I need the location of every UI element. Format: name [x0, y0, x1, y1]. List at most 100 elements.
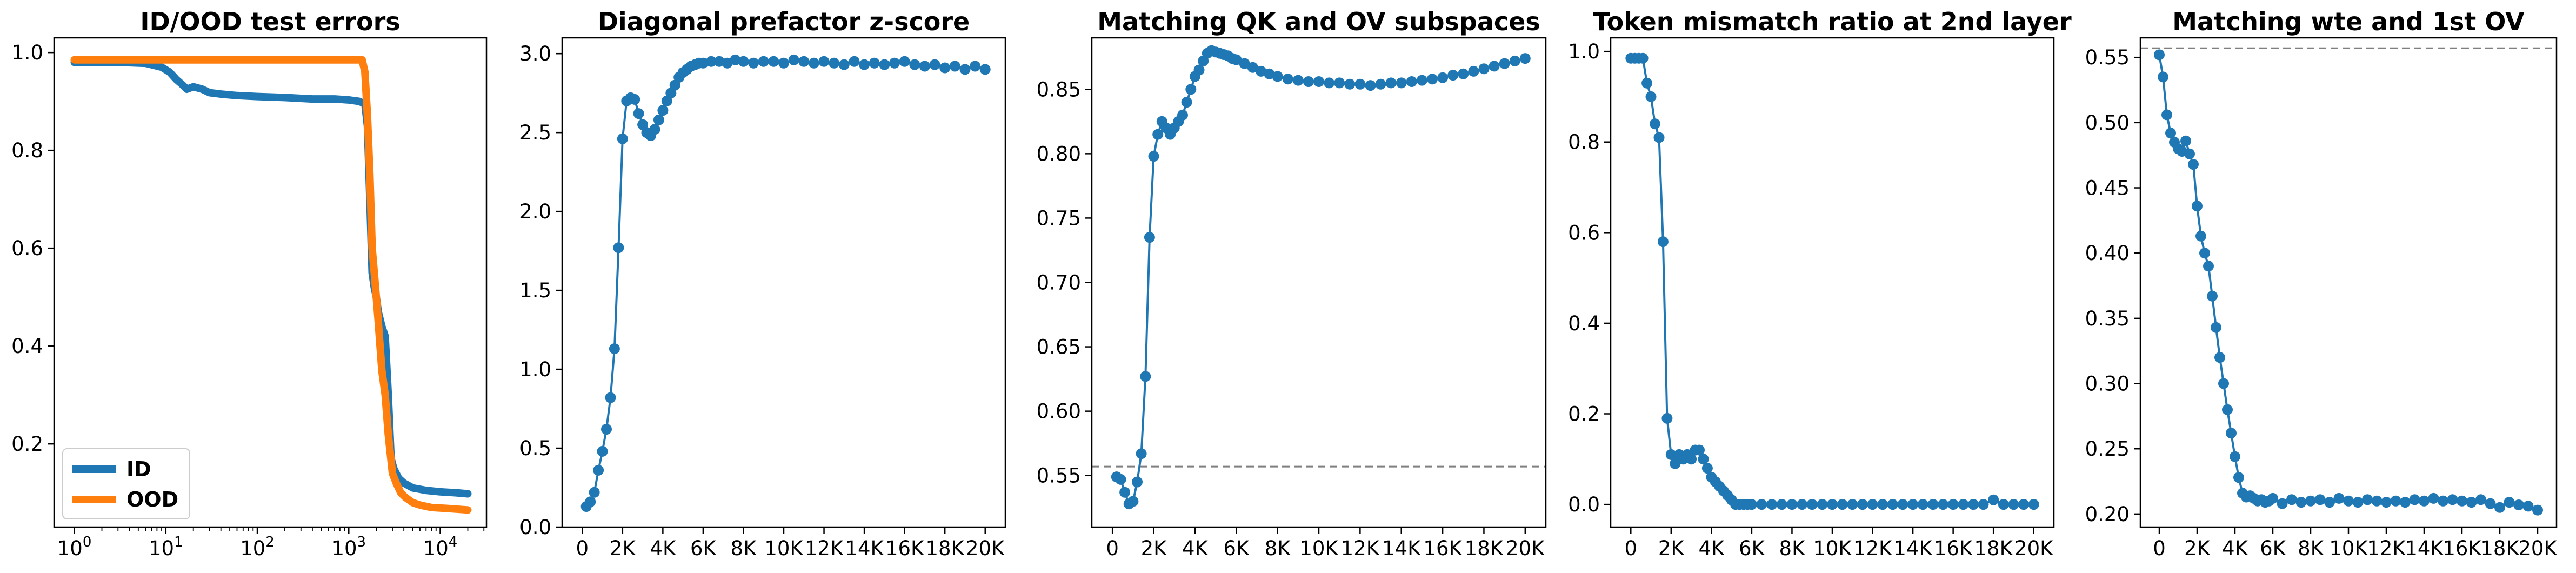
data-point	[1817, 499, 1828, 510]
x-tick-label: 6K	[690, 537, 717, 560]
x-tick-label: 0	[2153, 537, 2166, 560]
x-tick-label: 18K	[926, 537, 965, 560]
data-point	[2409, 494, 2420, 505]
data-point	[1947, 499, 1959, 510]
data-point	[585, 496, 596, 508]
y-tick-label: 0.5	[519, 437, 551, 460]
data-point	[2419, 495, 2430, 507]
data-point	[1177, 109, 1188, 121]
data-point	[2195, 230, 2206, 242]
data-point	[2018, 499, 2030, 510]
x-tick-label: 14K	[1893, 537, 1933, 560]
data-point	[2447, 494, 2458, 505]
data-point	[879, 59, 890, 70]
data-point	[1499, 58, 1510, 69]
y-tick-label: 0.35	[2085, 307, 2130, 330]
data-point	[1837, 499, 1848, 510]
data-point	[1272, 71, 1283, 82]
x-tick-label: 2K	[2184, 537, 2211, 560]
data-point	[1375, 78, 1386, 90]
data-point	[2233, 472, 2244, 483]
series-line	[1631, 57, 2034, 506]
y-tick-label: 0.40	[2085, 242, 2130, 265]
data-point	[929, 59, 940, 70]
series-line-ood	[70, 56, 472, 514]
data-point	[1136, 448, 1147, 459]
data-point	[1152, 129, 1164, 140]
data-point	[1247, 62, 1258, 73]
data-point	[2457, 495, 2467, 507]
data-point	[2371, 495, 2383, 507]
data-point	[1776, 499, 1787, 510]
x-tick-label: 18K	[1465, 537, 1504, 560]
x-tick-label: 4K	[1182, 537, 1209, 560]
y-tick-label: 2.5	[519, 121, 551, 144]
y-tick-label: 0.80	[1037, 142, 1081, 165]
data-point	[601, 424, 612, 435]
data-point	[605, 392, 616, 403]
x-tick-label: 16K	[1423, 537, 1463, 560]
chart-panel-4: Token mismatch ratio at 2nd layer 0.0 0.2 0…	[1568, 7, 2072, 560]
data-point	[2504, 497, 2515, 508]
x-tick-label: 10K	[764, 537, 804, 560]
x-tick-label: 4K	[2222, 537, 2249, 560]
data-point	[657, 105, 669, 116]
data-point	[1385, 77, 1397, 89]
data-point	[1185, 84, 1197, 95]
data-point	[1181, 97, 1192, 108]
data-point	[1324, 77, 1335, 89]
data-point	[1144, 232, 1155, 243]
data-point	[589, 487, 600, 498]
x-tick-label: 4K	[1698, 537, 1725, 560]
y-tick-label: 0.50	[2085, 111, 2130, 135]
data-point	[2314, 494, 2326, 505]
y-tick-label: 1.0	[519, 358, 551, 381]
data-point	[2203, 261, 2214, 272]
chart-panel-5: Matching wte and 1st OV 0.20 0.25 0.30 0.35 0…	[2085, 7, 2558, 560]
data-point	[1857, 499, 1868, 510]
data-point	[1827, 499, 1838, 510]
chart-title: ID/OOD test errors	[140, 7, 400, 36]
x-tick-label: 100	[57, 534, 92, 560]
y-tick-label: 0.0	[519, 516, 551, 539]
x-tick-label: 16K	[2442, 537, 2482, 560]
x-tick-label: 10K	[1299, 537, 1339, 560]
axes-frame	[2139, 37, 2558, 528]
data-point	[1292, 75, 1304, 86]
data-point	[2362, 494, 2373, 505]
data-point	[1661, 412, 1673, 424]
y-tick-label: 0.20	[2085, 503, 2130, 526]
data-point	[2165, 128, 2176, 139]
data-point	[1354, 78, 1366, 90]
data-point	[2466, 497, 2477, 508]
data-point	[2161, 109, 2172, 121]
data-point	[2222, 404, 2233, 415]
data-point	[1437, 72, 1449, 83]
x-tick-label: 104	[423, 534, 458, 560]
x-tick-label: 20K	[2014, 537, 2054, 560]
data-point	[2214, 352, 2225, 363]
data-point	[1458, 68, 1469, 79]
chart-title: Token mismatch ratio at 2nd layer	[1593, 7, 2072, 36]
data-point	[2008, 499, 2019, 510]
data-point	[2211, 322, 2221, 333]
data-point	[2343, 495, 2354, 507]
chart-title: Matching QK and OV subspaces	[1097, 7, 1540, 36]
data-point	[1653, 132, 1665, 143]
data-point	[1334, 77, 1345, 89]
data-point	[1231, 54, 1242, 65]
y-tick-label: 0.30	[2085, 372, 2130, 396]
data-point	[1396, 77, 1407, 89]
y-tick-label: 0.6	[1568, 221, 1600, 244]
data-point	[1907, 499, 1919, 510]
y-tick-label: 1.0	[1568, 40, 1600, 63]
x-tick-label: 14K	[845, 537, 884, 560]
data-point	[768, 56, 779, 67]
data-point	[869, 57, 880, 69]
data-point	[2475, 494, 2486, 505]
data-point	[613, 242, 624, 254]
data-point	[2513, 499, 2524, 510]
data-point	[949, 61, 960, 72]
data-point	[2277, 498, 2288, 509]
data-point	[1897, 499, 1908, 510]
